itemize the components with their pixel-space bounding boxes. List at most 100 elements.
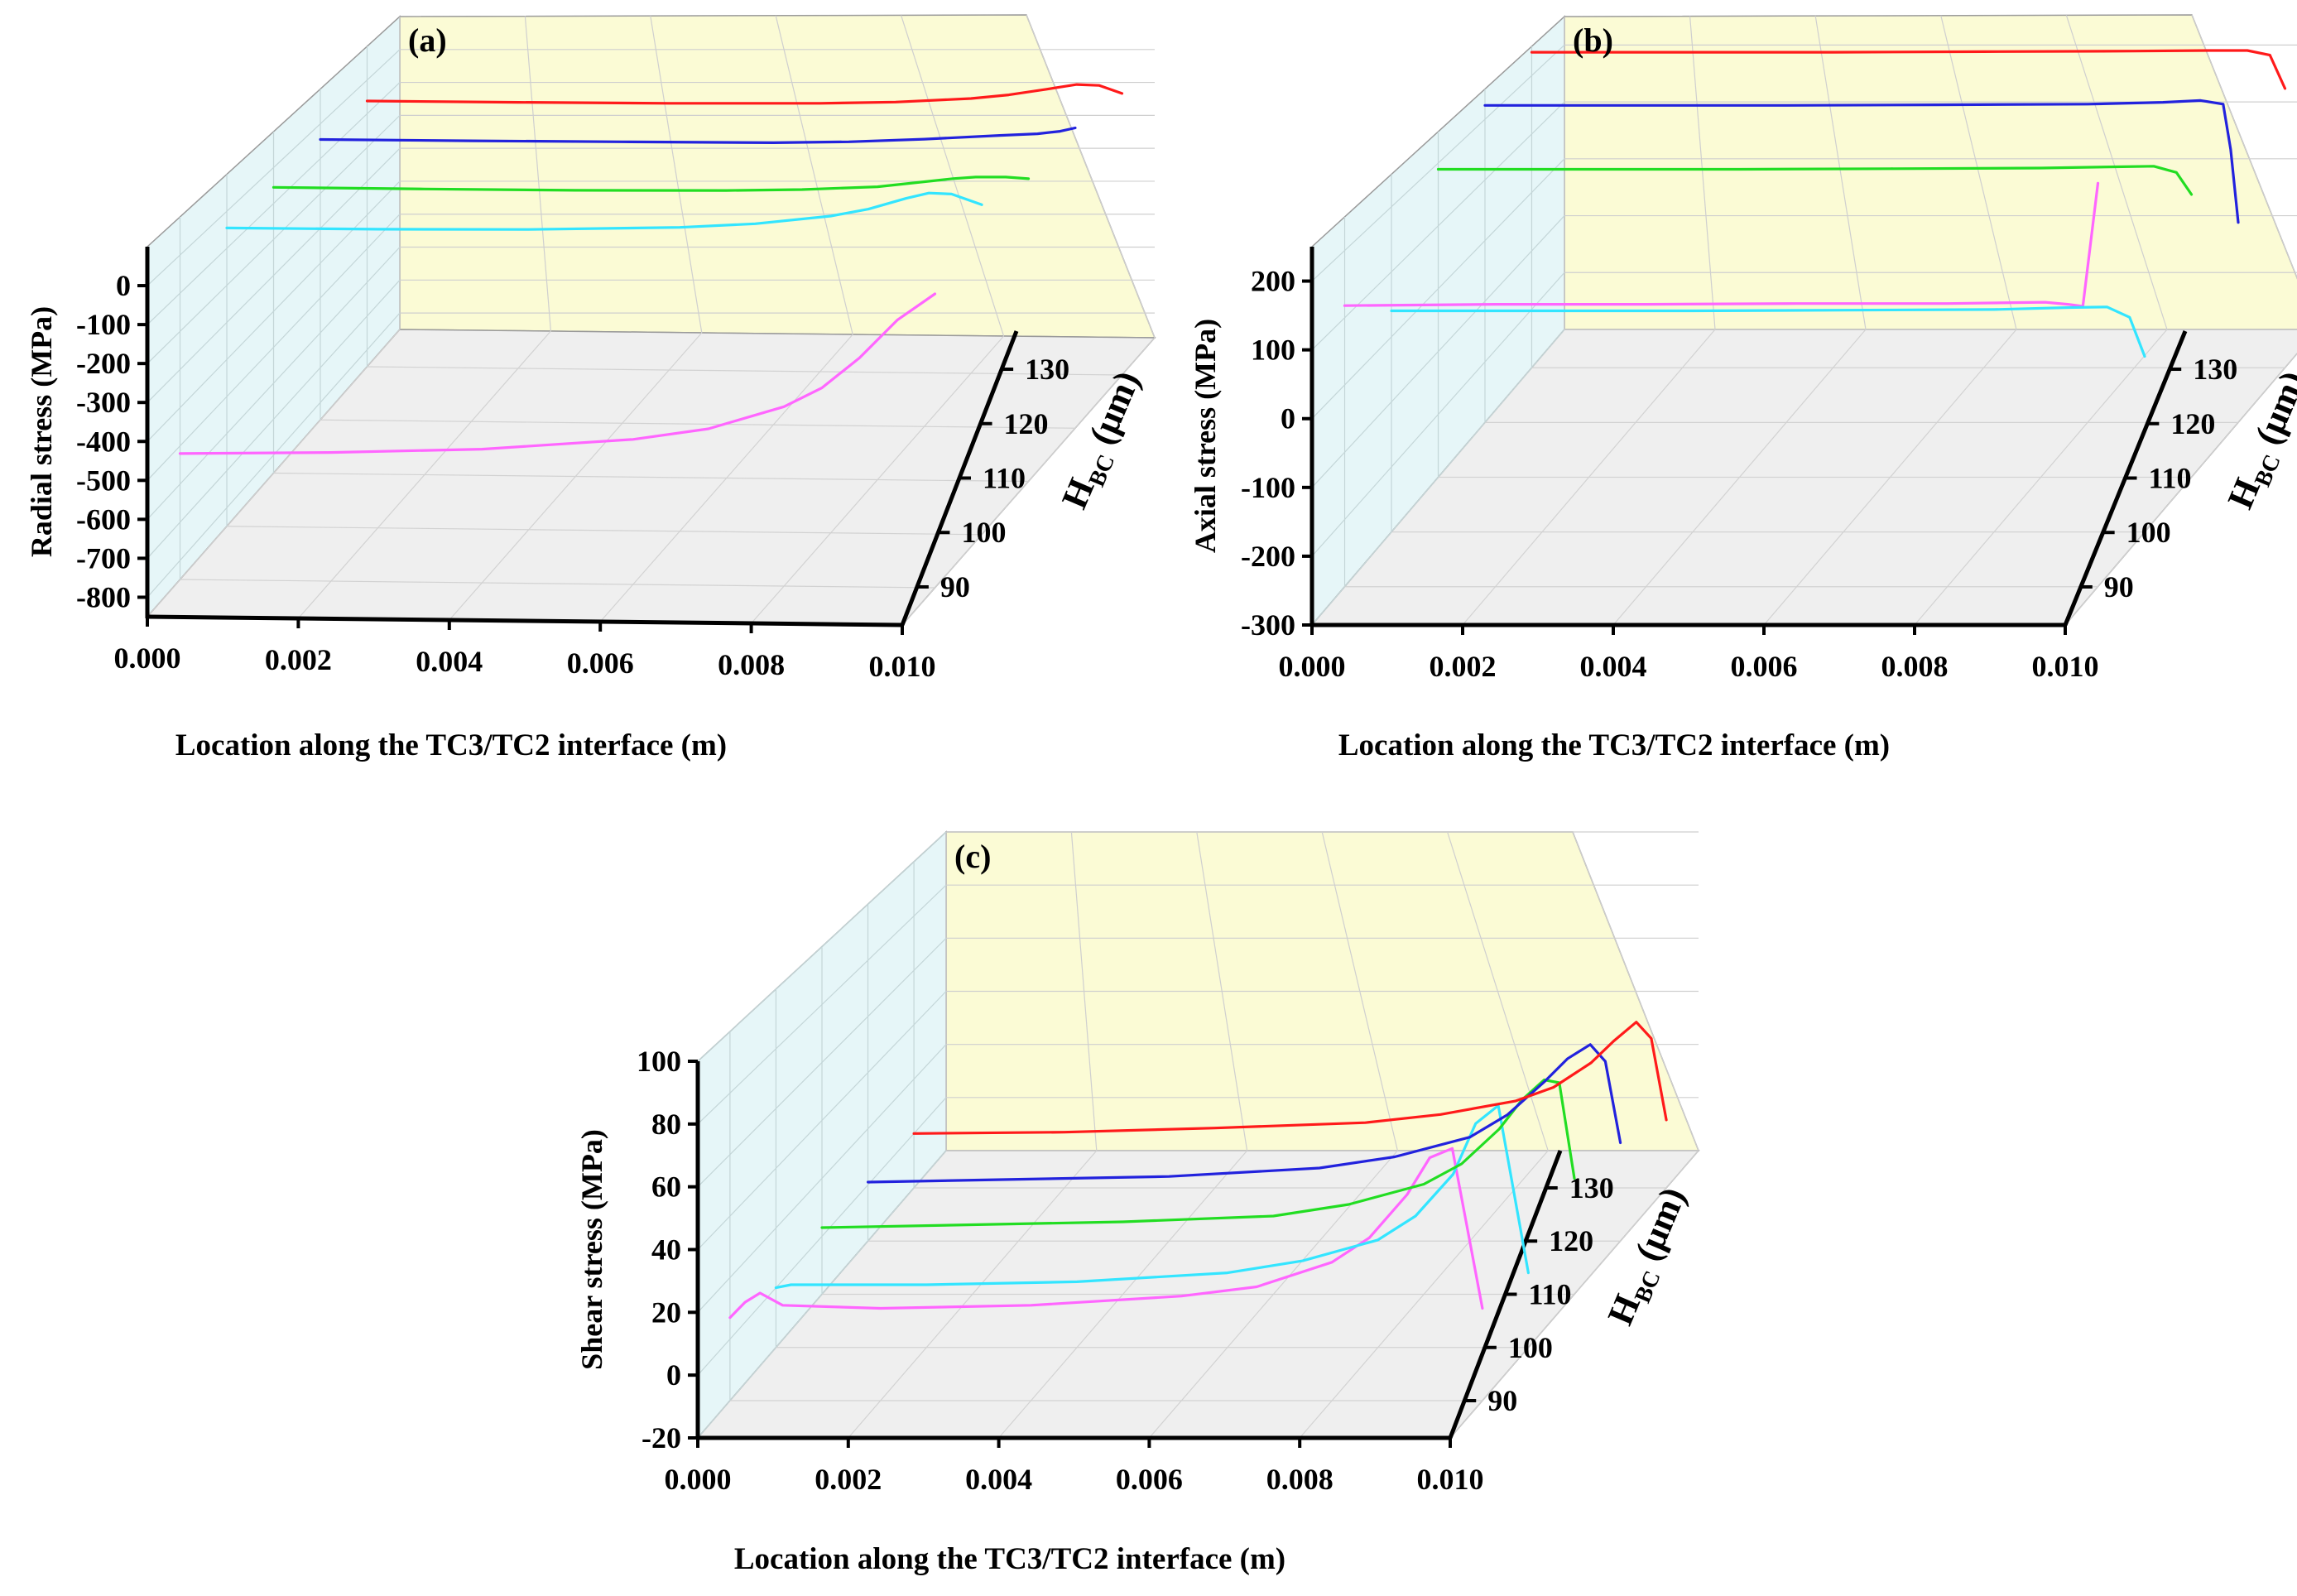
- z-tick-label: 120: [1004, 407, 1049, 440]
- floor-zgrid-line: [320, 419, 1075, 429]
- y-tick-label: -300: [1241, 608, 1295, 642]
- y-tick-label: -700: [76, 541, 131, 574]
- x-tick-label: 0.000: [665, 1463, 732, 1496]
- z-tick-label: 110: [2149, 462, 2192, 495]
- series-line: [319, 126, 1077, 144]
- x-tick-label: 0.008: [718, 648, 785, 681]
- series-line: [774, 1103, 1531, 1290]
- back-wall: [399, 14, 1156, 339]
- y-tick-label: -800: [76, 580, 131, 613]
- z-axis-line: [1448, 1150, 1563, 1439]
- series-line: [1483, 99, 2240, 224]
- y-tick-label: -400: [76, 425, 131, 458]
- floor-zgrid-line: [180, 579, 935, 589]
- series-line: [365, 83, 1124, 105]
- z-tick-label: 90: [2104, 570, 2134, 603]
- x-tick-label: 0.000: [114, 642, 181, 675]
- x-tick-label: 0.010: [869, 650, 936, 683]
- x-tick-label: 0.010: [2032, 650, 2099, 683]
- series-line: [272, 175, 1031, 192]
- z-tick-label: 100: [2126, 516, 2171, 549]
- y-tick-label: 20: [651, 1296, 681, 1329]
- x-tick-label: 0.006: [1116, 1463, 1183, 1496]
- z-tick-label: 120: [2170, 407, 2215, 440]
- panel-label: (a): [408, 22, 447, 59]
- x-axis-line: [147, 614, 903, 627]
- z-tick-label: 90: [940, 570, 970, 603]
- panel-c: 0.000 0.002 0.004 0.006 0.008 0.010 100 80 60 40 2…: [575, 830, 1700, 1496]
- z-tick-label: 110: [983, 462, 1026, 495]
- series-line: [1343, 181, 2100, 308]
- back-grid-line: [2065, 15, 2168, 330]
- back-grid-line: [1689, 16, 1716, 330]
- x-axis-label-c: Location along the TC3/TC2 interface (m): [734, 1542, 1285, 1576]
- panel-label: (b): [1573, 22, 1613, 59]
- x-tick-label: 0.004: [1580, 650, 1647, 683]
- y-tick-label: 80: [651, 1108, 681, 1141]
- x-tick-label: 0.004: [965, 1463, 1032, 1496]
- z-tick-label: 130: [1025, 353, 1069, 386]
- x-tick-label: 0.002: [265, 643, 332, 676]
- x-tick-label: 0.006: [567, 647, 634, 680]
- z-tick-label: 90: [1487, 1384, 1517, 1417]
- panel-a: 0.000 0.002 0.004 0.006 0.008 0.010 0 -100 -200 -…: [25, 14, 1156, 683]
- series-line: [1390, 305, 2146, 358]
- z-tick-label: 100: [1508, 1331, 1553, 1364]
- y-tick-label: 200: [1251, 265, 1295, 298]
- y-tick-label: -100: [1241, 471, 1295, 504]
- y-tick-label: -200: [1241, 540, 1295, 573]
- z-tick-label: 130: [2193, 353, 2237, 386]
- y-tick-label: 0: [116, 269, 131, 302]
- x-tick-label: 0.002: [815, 1463, 882, 1496]
- series-line: [225, 191, 983, 231]
- z-tick-label: 120: [1549, 1224, 1593, 1257]
- x-tick-label: 0.000: [1279, 650, 1346, 683]
- back-grid-line: [1026, 14, 1156, 339]
- y-axis-label: Radial stress (MPa): [25, 306, 58, 557]
- floor-zgrid-line: [367, 366, 1122, 376]
- y-tick-label: -20: [642, 1421, 681, 1454]
- z-tick-label: 100: [961, 516, 1006, 549]
- back-grid-line: [524, 16, 551, 332]
- back-grid-line: [775, 15, 853, 335]
- y-tick-label: -500: [76, 464, 131, 497]
- y-tick-label: 100: [637, 1045, 681, 1078]
- z-tick-label: 130: [1569, 1171, 1614, 1204]
- x-tick-label: 0.008: [1266, 1463, 1334, 1496]
- panel-label: (c): [954, 838, 991, 875]
- x-tick-label: 0.008: [1881, 650, 1949, 683]
- series-line: [178, 292, 937, 455]
- x-axis-label-a: Location along the TC3/TC2 interface (m): [175, 728, 727, 762]
- y-tick-label: -200: [76, 347, 131, 380]
- back-grid-line: [1940, 15, 2017, 330]
- y-tick-label: -300: [76, 386, 131, 419]
- y-tick-label: 40: [651, 1233, 681, 1267]
- y-tick-label: -100: [76, 308, 131, 341]
- series-line: [866, 1043, 1622, 1184]
- y-axis-label: Axial stress (MPa): [1189, 319, 1222, 553]
- series-line: [728, 1147, 1484, 1320]
- z-axis-line: [900, 330, 1019, 626]
- series-line: [912, 1021, 1668, 1135]
- x-tick-label: 0.002: [1430, 650, 1497, 683]
- y-tick-label: 0: [666, 1358, 681, 1392]
- x-axis-label-b: Location along the TC3/TC2 interface (m): [1338, 728, 1890, 762]
- z-axis-line: [2063, 330, 2188, 626]
- back-wall: [1564, 14, 2297, 330]
- back-grid-line: [1814, 16, 1867, 330]
- y-axis-label: Shear stress (MPa): [575, 1129, 608, 1370]
- panel-b: 0.000 0.002 0.004 0.006 0.008 0.010 200 100 0 -10…: [1189, 14, 2297, 683]
- y-tick-label: 60: [651, 1171, 681, 1204]
- y-tick-label: 0: [1281, 402, 1295, 435]
- x-tick-label: 0.004: [416, 645, 483, 678]
- x-tick-label: 0.010: [1417, 1463, 1484, 1496]
- z-tick-label: 110: [1529, 1278, 1572, 1311]
- floor-zgrid-line: [273, 472, 1029, 483]
- y-tick-label: 100: [1251, 334, 1295, 367]
- x-tick-label: 0.006: [1731, 650, 1798, 683]
- y-tick-label: -600: [76, 502, 131, 536]
- back-grid-line: [901, 15, 1005, 337]
- series-line: [1436, 165, 2194, 196]
- series-line: [1530, 49, 2287, 90]
